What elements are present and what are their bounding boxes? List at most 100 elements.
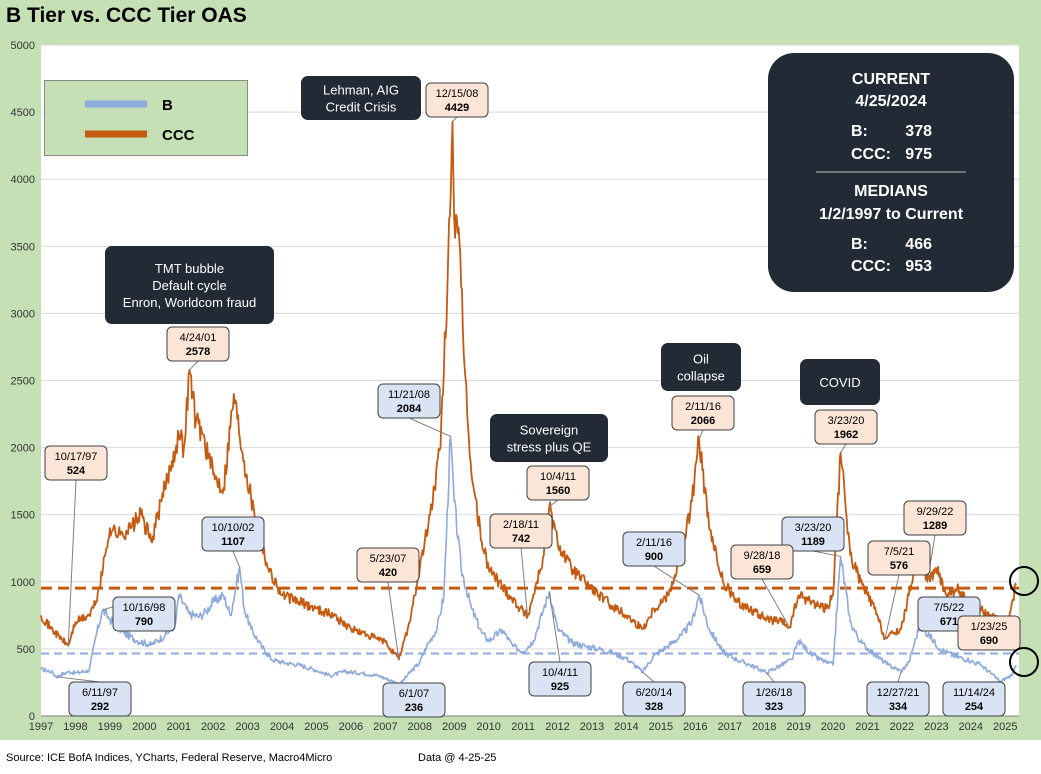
ccc-label-box [166, 326, 230, 362]
ccc-label-date: 12/15/08 [436, 88, 479, 100]
b-label-box [942, 681, 1006, 717]
ccc-label-date: 7/5/21 [884, 546, 915, 558]
x-tick-label: 1999 [98, 721, 122, 733]
ccc-label-value: 2578 [186, 346, 210, 358]
current-b-circle [1009, 647, 1039, 677]
b-label-date: 1/26/18 [756, 687, 793, 699]
b-label-date: 3/23/20 [795, 522, 832, 534]
annotation-box-covid [800, 359, 880, 405]
ccc-label-box [356, 547, 420, 583]
b-label-date: 2/11/16 [636, 537, 672, 549]
ccc-label-value: 2066 [691, 415, 715, 427]
x-tick-label: 2006 [339, 721, 363, 733]
x-tick-label: 2008 [408, 721, 432, 733]
x-tick-label: 2015 [649, 721, 673, 733]
ccc-label-value: 576 [890, 560, 908, 572]
annotation-text-covid: COVID [819, 375, 860, 390]
b-leader-line [653, 565, 700, 596]
x-tick-label: 2009 [442, 721, 466, 733]
x-tick-label: 2014 [614, 721, 638, 733]
annotation-box-sovereign [490, 414, 608, 462]
b-label-value: 328 [645, 701, 663, 713]
summary-current-date: 4/25/2024 [855, 93, 926, 110]
annotation-text-tmt: TMT bubble [155, 261, 224, 276]
b-leader-line [812, 550, 841, 557]
y-tick-label: 0 [29, 711, 35, 723]
b-leader-line [642, 671, 655, 683]
ccc-label-box [425, 82, 489, 118]
x-tick-label: 1998 [63, 721, 87, 733]
summary-current-header: CURRENT [852, 71, 930, 88]
b-label-value: 790 [135, 616, 153, 628]
b-label-date: 6/11/97 [82, 687, 118, 699]
b-label-value: 254 [965, 701, 984, 713]
event-annotations: TMT bubble Default cycle Enron, Worldcom f… [105, 76, 880, 462]
x-tick-label: 2002 [201, 721, 225, 733]
x-tick-label: 2013 [580, 721, 604, 733]
b-leader-line [408, 417, 451, 437]
summary-median-ccc-value: 953 [905, 258, 932, 275]
x-tick-label: 2004 [270, 721, 294, 733]
series-lines [40, 120, 1017, 686]
x-tick-label: 2018 [752, 721, 776, 733]
ccc-label-box [671, 395, 735, 431]
ccc-label-value: 1962 [834, 429, 858, 441]
x-tick-label: 2024 [959, 721, 983, 733]
summary-current-ccc-value: 975 [905, 146, 932, 163]
b-label-date: 11/21/08 [388, 389, 430, 401]
ccc-label-date: 2/18/11 [503, 519, 539, 531]
x-tick-label: 2003 [235, 721, 259, 733]
ccc-leader-line [840, 443, 847, 453]
b-label-date: 6/20/14 [636, 687, 673, 699]
ccc-leader-line [67, 479, 77, 646]
annotation-text-lehman: Credit Crisis [326, 100, 397, 115]
b-label-value: 1189 [801, 536, 825, 548]
ccc-label-box [489, 513, 553, 549]
b-label-value: 292 [91, 701, 109, 713]
ccc-label-box [730, 544, 794, 580]
b-label-value: 900 [645, 551, 663, 563]
ccc-label-value: 1560 [546, 485, 570, 497]
ccc-leader-line [761, 578, 791, 628]
series-line-ccc [40, 120, 1017, 661]
ccc-leader-line [387, 581, 400, 660]
b-leader-line [766, 672, 775, 683]
ccc-label-date: 1/23/25 [971, 621, 1008, 633]
ccc-leader-line [698, 429, 704, 439]
y-tick-label: 2500 [11, 376, 35, 388]
x-tick-label: 2022 [890, 721, 914, 733]
ccc-leader-line [189, 360, 199, 371]
b-leader-line [56, 676, 101, 683]
x-tick-label: 2005 [304, 721, 328, 733]
x-tick-label: 2021 [855, 721, 879, 733]
y-tick-label: 1000 [11, 577, 35, 589]
b-leader-line [548, 591, 561, 663]
b-label-value: 1107 [221, 536, 245, 548]
y-tick-label: 3000 [11, 308, 35, 320]
ccc-label-box [526, 465, 590, 501]
b-label-date: 11/14/24 [953, 687, 995, 699]
summary-medians-header: MEDIANS [854, 183, 928, 200]
summary-median-b-value: 466 [905, 236, 932, 253]
median-lines [41, 586, 1019, 655]
b-label-value: 671 [940, 616, 958, 628]
b-label-box [382, 682, 446, 718]
legend-ccc-label: CCC [162, 127, 195, 144]
summary-current-b-label: B: [851, 123, 868, 140]
ccc-label-value: 690 [980, 635, 998, 647]
annotation-box-tmt [105, 246, 274, 324]
summary-current-ccc-label: CCC: [851, 146, 891, 163]
chart-svg: 0 500 1000 1500 2000 2500 3000 3500 4000 4500 5000… [11, 40, 1039, 733]
b-label-date: 12/27/21 [877, 687, 920, 699]
summary-median-b-label: B: [851, 236, 868, 253]
ccc-leader-line [884, 574, 900, 639]
ccc-label-date: 10/17/97 [55, 451, 98, 463]
current-circles [1009, 566, 1039, 677]
footer: Source: ICE BofA Indices, YCharts, Feder… [0, 740, 1041, 774]
x-tick-label: 2001 [167, 721, 191, 733]
ccc-leader-line [548, 499, 559, 508]
b-label-date: 7/5/22 [934, 602, 965, 614]
source-note: Source: ICE BofA Indices, YCharts, Feder… [6, 752, 333, 764]
b-label-date: 6/1/07 [399, 688, 430, 700]
ccc-label-box [957, 615, 1021, 651]
